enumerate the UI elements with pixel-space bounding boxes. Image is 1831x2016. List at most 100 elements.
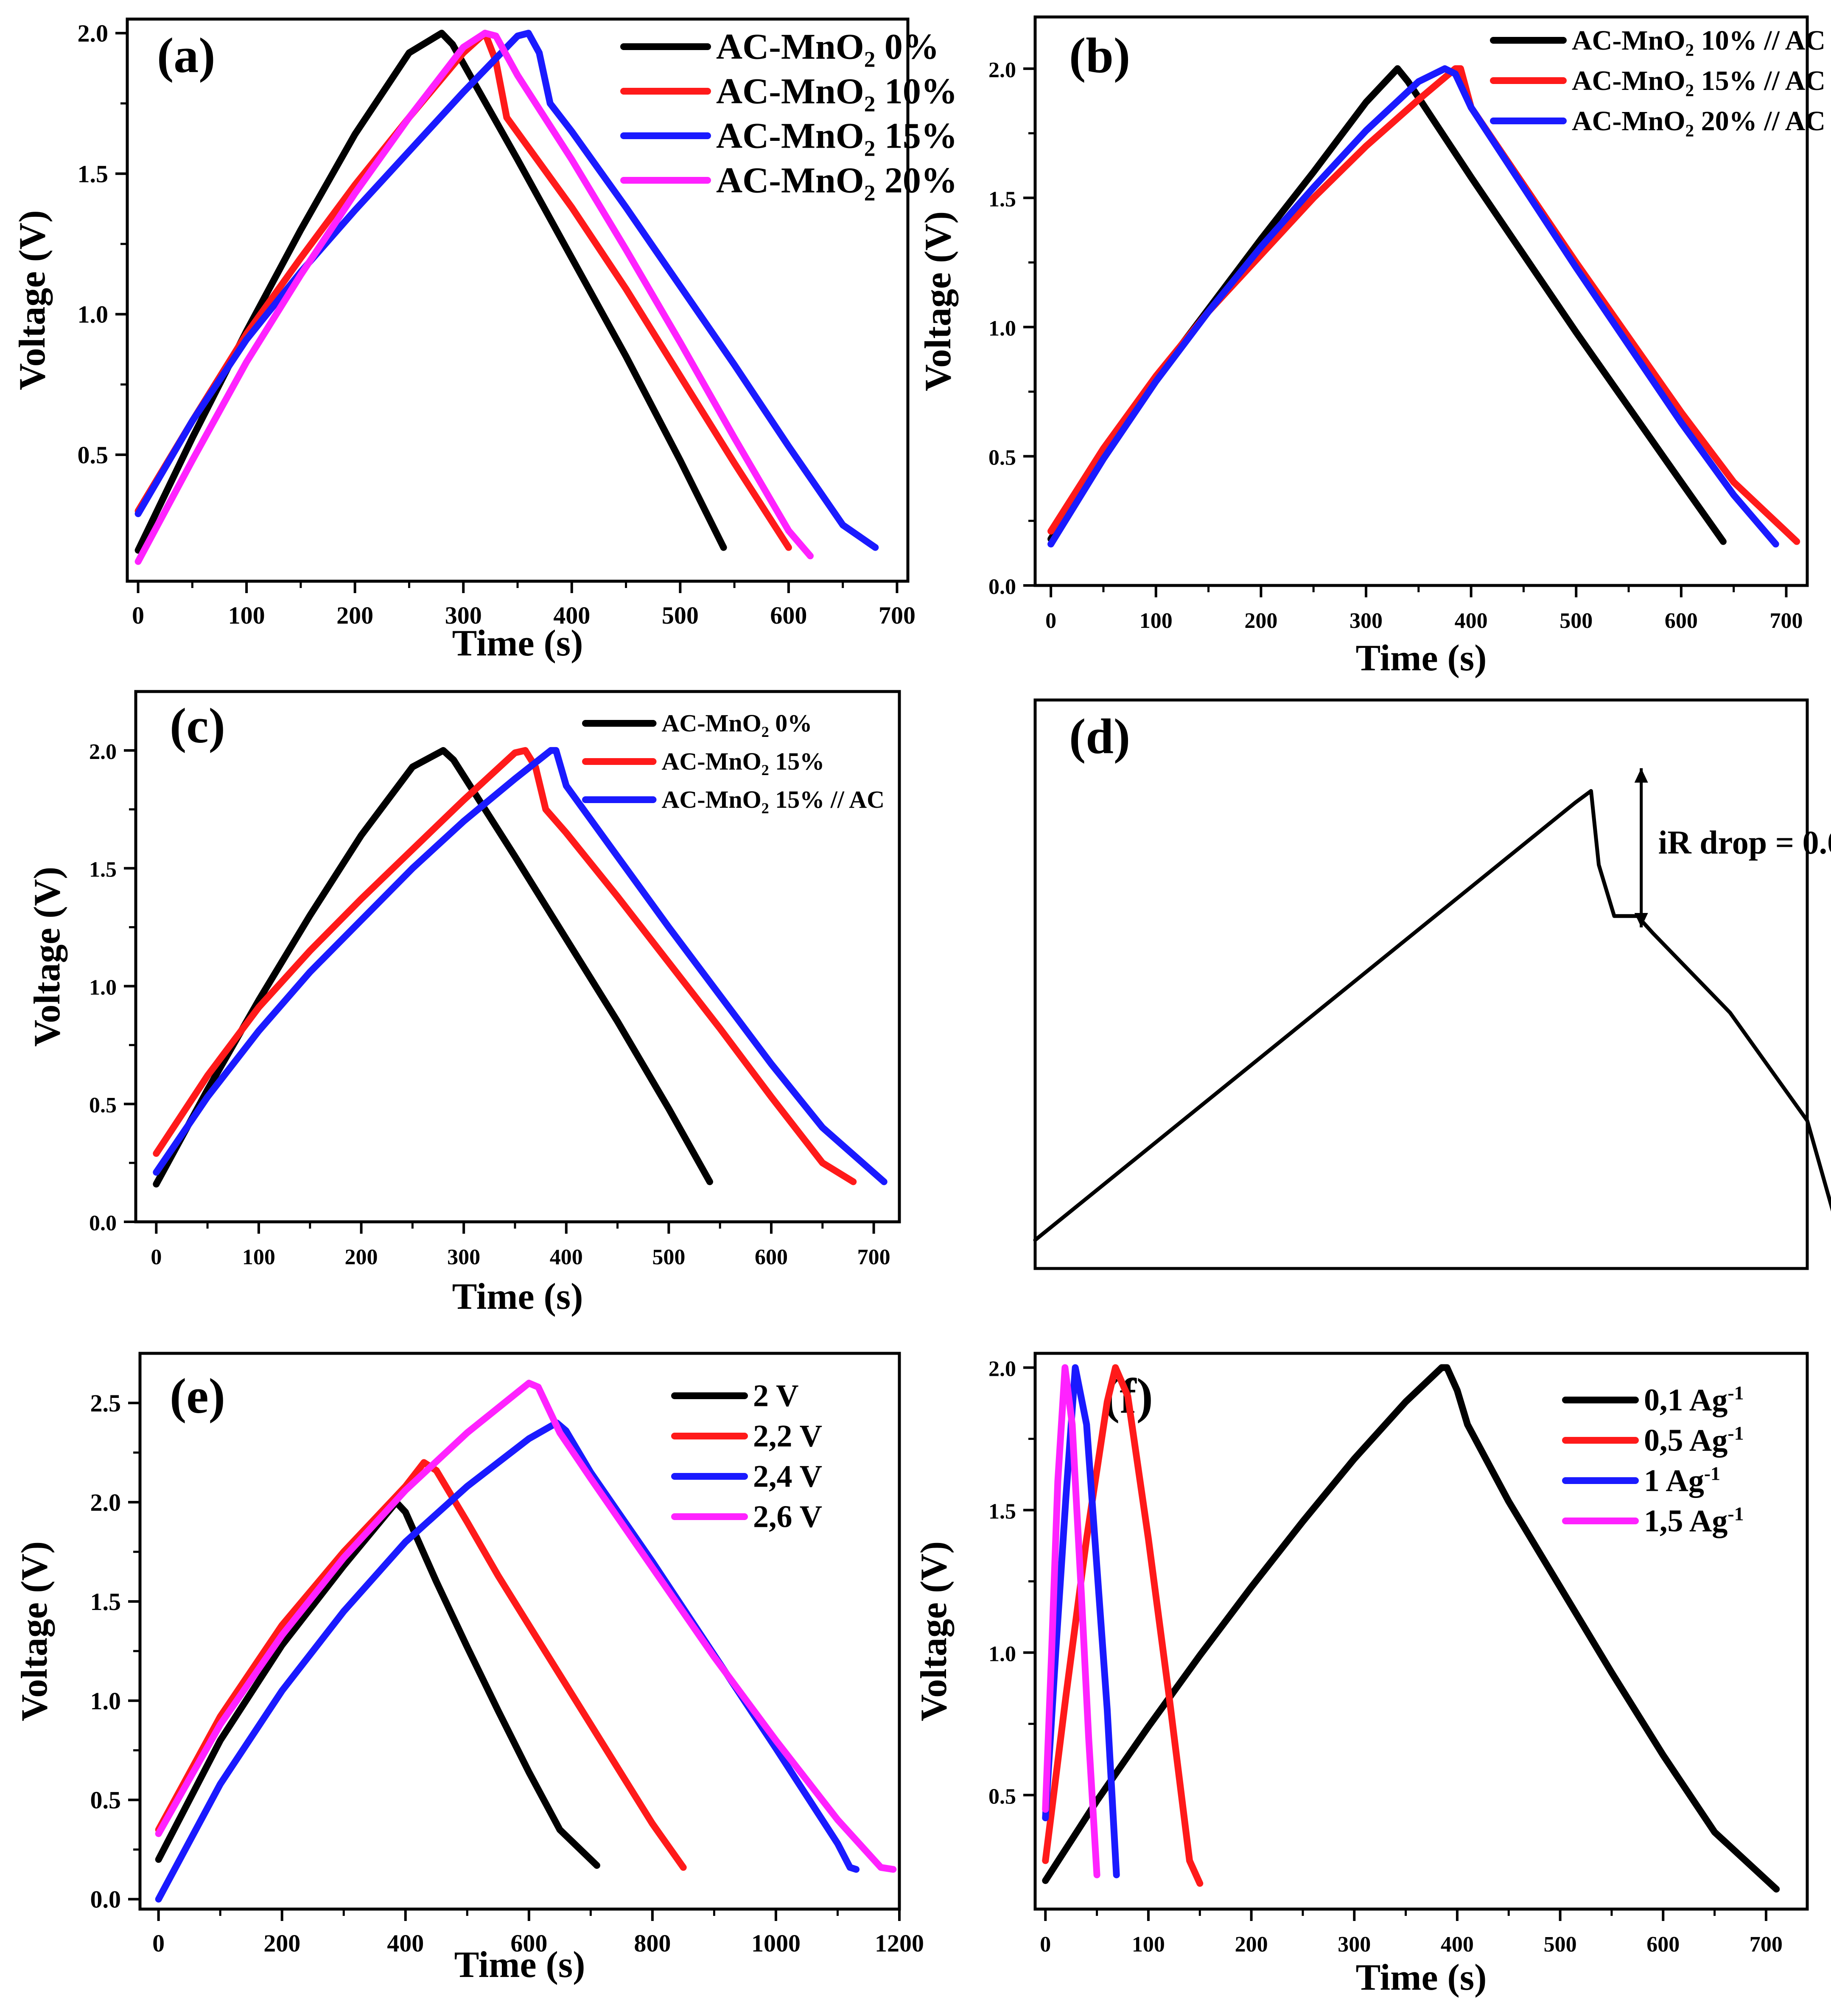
y-tick-label: 1.0 (78, 301, 109, 328)
x-tick-label: 700 (1750, 1932, 1783, 1957)
legend-label: 2 V (753, 1378, 799, 1413)
chart-panel-4: (d) iR drop = 0.06 V (1033, 698, 1831, 1270)
x-tick-label: 300 (1349, 609, 1383, 633)
x-tick-label: 400 (1455, 609, 1488, 633)
series-line-1 (1042, 1364, 1780, 1893)
y-tick-label: 0.0 (988, 575, 1016, 599)
legend-label: AC-MnO2 0% (716, 26, 939, 72)
x-tick-label: 0 (151, 1245, 162, 1269)
plot-frame (1033, 15, 1809, 587)
x-tick-label: 200 (1235, 1932, 1268, 1957)
x-tick-label: 500 (662, 602, 699, 629)
panel-label: (b) (1069, 28, 1130, 83)
chart-panel-1: 0 100 200 300 400 500 600 700 0.5 1.0 1.5 2.0 Time (… (12, 17, 957, 664)
series-line-4 (134, 30, 814, 565)
series-line-3 (1047, 65, 1779, 548)
plot-frame (1033, 1352, 1809, 1911)
y-tick-label: 2.0 (89, 740, 117, 764)
x-tick-label: 700 (857, 1245, 890, 1269)
series-line-2 (155, 1459, 687, 1871)
x-tick-label: 0 (1045, 609, 1056, 633)
y-tick-label: 1.5 (988, 1499, 1016, 1523)
x-tick-label: 200 (263, 1929, 300, 1957)
x-tick-label: 700 (879, 602, 916, 629)
x-tick-label: 600 (1665, 609, 1698, 633)
legend-label: 2,6 V (753, 1499, 822, 1534)
x-tick-label: 600 (770, 602, 807, 629)
y-tick-label: 2.5 (90, 1389, 121, 1417)
y-tick-label: 2.0 (988, 58, 1016, 82)
x-tick-label: 0 (152, 1929, 165, 1957)
x-tick-label: 300 (445, 602, 482, 629)
y-tick-label: 0.5 (89, 1093, 117, 1117)
panel-label: (d) (1069, 708, 1130, 764)
x-tick-label: 600 (510, 1929, 547, 1957)
x-tick-label: 600 (755, 1245, 788, 1269)
x-tick-label: 700 (1769, 609, 1803, 633)
x-axis-title: Time (s) (1356, 638, 1487, 679)
legend-label: AC-MnO2 20% // AC (1572, 106, 1825, 140)
x-tick-label: 500 (1559, 609, 1593, 633)
legend-label: AC-MnO2 0% (662, 709, 812, 740)
y-axis-title: Voltage (V) (27, 867, 68, 1047)
x-tick-label: 100 (1139, 609, 1173, 633)
x-axis-title: Time (s) (452, 1276, 583, 1317)
legend-label: 0,1 Ag-1 (1644, 1382, 1744, 1418)
legend-label: AC-MnO2 15% (662, 748, 825, 778)
x-tick-label: 200 (1244, 609, 1277, 633)
x-tick-label: 0 (1040, 1932, 1051, 1957)
y-tick-label: 1.0 (988, 1642, 1016, 1666)
legend-label: AC-MnO2 10% // AC (1572, 25, 1825, 60)
series-line-4 (1042, 1364, 1100, 1879)
series-line-2 (153, 747, 857, 1185)
y-tick-label: 0.0 (89, 1211, 117, 1235)
x-tick-label: 800 (634, 1929, 671, 1957)
y-tick-label: 0.5 (90, 1786, 121, 1814)
panel-label: (a) (157, 28, 216, 83)
plot-frame (134, 690, 901, 1224)
x-tick-label: 400 (1441, 1932, 1474, 1957)
series-line-1 (155, 1498, 600, 1869)
series-line-2 (134, 30, 792, 551)
series-line-3 (1042, 1364, 1120, 1879)
x-axis-title: Time (s) (1356, 1957, 1487, 1998)
legend-label: 1 Ag-1 (1644, 1463, 1720, 1498)
series-line-1 (1047, 65, 1727, 545)
y-tick-label: 1.5 (89, 858, 117, 882)
x-tick-label: 400 (553, 602, 590, 629)
x-tick-label: 300 (447, 1245, 480, 1269)
x-tick-label: 400 (387, 1929, 424, 1957)
panel-label: (c) (170, 698, 225, 753)
legend-label: AC-MnO2 15% // AC (1572, 65, 1825, 100)
legend-label: 1,5 Ag-1 (1644, 1503, 1744, 1539)
chart-panel-5: 0 200 400 600 800 1000 1200 0.0 0.5 1.0 1.5 2.0 2.5 T… (14, 1352, 924, 1985)
y-tick-label: 0.5 (988, 1784, 1016, 1809)
plot-frame (1033, 698, 1809, 1270)
ir-drop-arrow-up (1634, 768, 1648, 783)
series-line-3 (155, 1419, 860, 1903)
plot-frame (138, 1352, 901, 1911)
legend-label: 2,4 V (753, 1459, 822, 1494)
y-tick-label: 1.5 (78, 160, 109, 188)
x-tick-label: 200 (345, 1245, 378, 1269)
y-axis-title: Voltage (V) (12, 210, 53, 390)
legend-label: AC-MnO2 15% // AC (662, 786, 885, 817)
series-line-2 (1042, 1364, 1204, 1887)
x-tick-label: 200 (336, 602, 373, 629)
series-line-4 (155, 1380, 897, 1873)
series-line-1 (1033, 789, 1831, 1242)
x-tick-label: 100 (242, 1245, 275, 1269)
chart-panel-3: 0 100 200 300 400 500 600 700 0.0 0.5 1.0 1.5 2.0 Tim… (27, 690, 901, 1317)
x-tick-label: 100 (228, 602, 265, 629)
chart-panel-6: 0 100 200 300 400 500 600 700 0.5 1.0 1.5 2.0 Time (… (913, 1352, 1809, 1998)
legend-label: 2,2 V (753, 1419, 822, 1453)
legend-label: AC-MnO2 15% (716, 115, 957, 161)
panel-label: (e) (170, 1368, 225, 1424)
x-axis-title: Time (s) (454, 1944, 585, 1985)
x-tick-label: 1000 (751, 1929, 801, 1957)
legend-label: AC-MnO2 20% (716, 160, 957, 205)
y-tick-label: 0.0 (90, 1886, 121, 1913)
y-tick-label: 1.0 (90, 1687, 121, 1715)
legend-label: 0,5 Ag-1 (1644, 1422, 1744, 1458)
y-tick-label: 1.0 (89, 975, 117, 1000)
